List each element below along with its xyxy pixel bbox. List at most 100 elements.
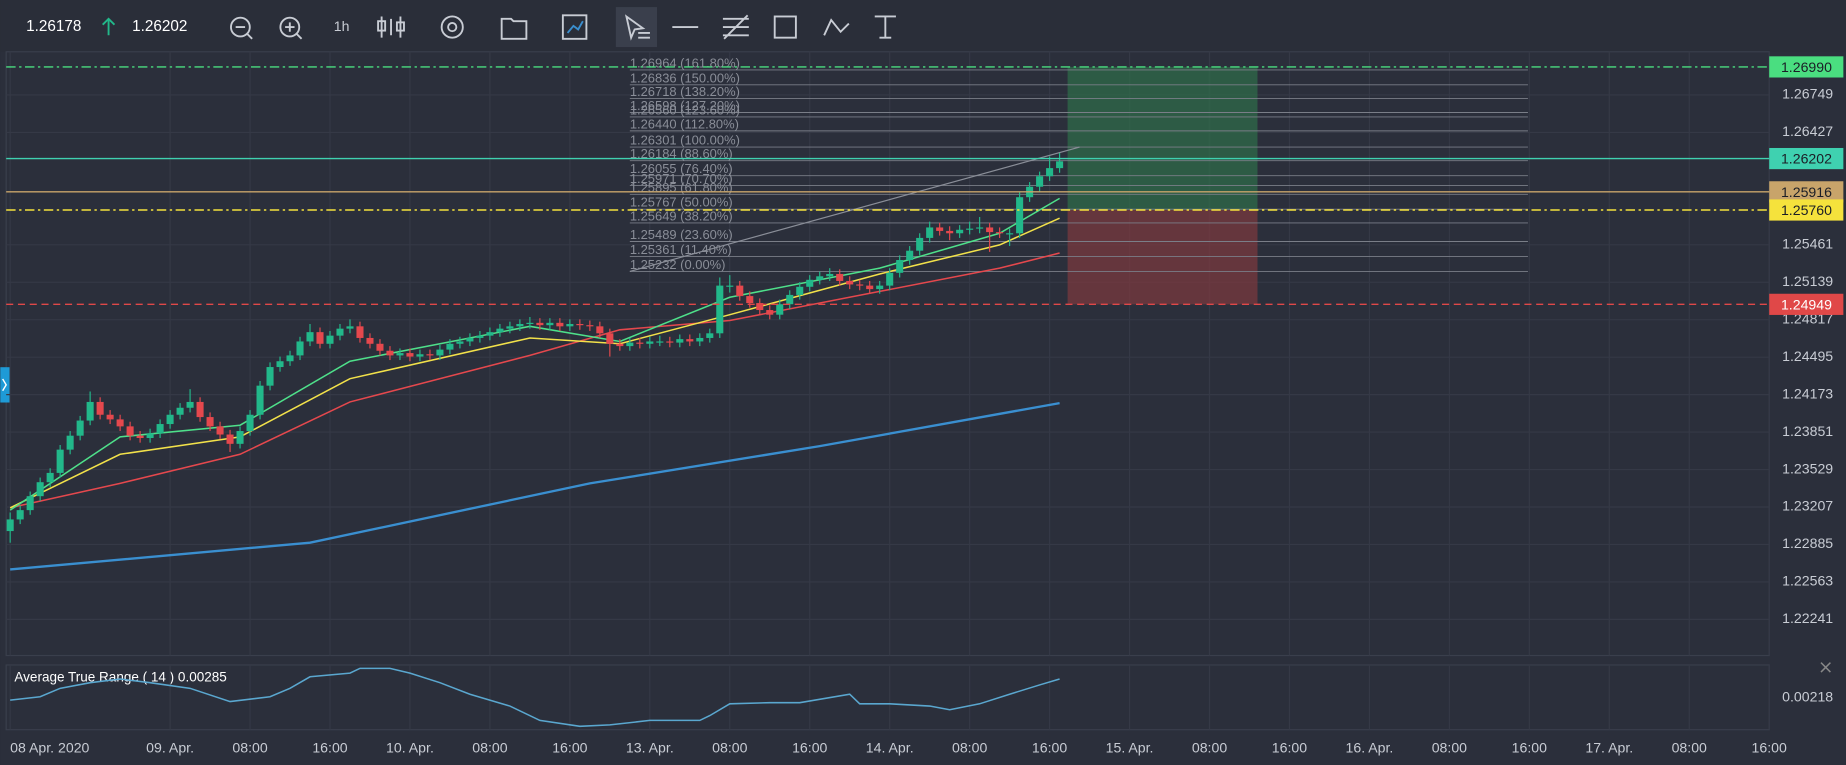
candle-body — [466, 337, 474, 342]
candle-body — [146, 433, 154, 439]
candle-body — [36, 482, 44, 497]
moving-average — [9, 197, 1060, 511]
fib-label: 1.26560 (123.60%) — [630, 102, 740, 117]
candle-body — [246, 414, 254, 432]
candle-body — [1036, 176, 1044, 187]
candle-body — [236, 431, 244, 444]
candle-body — [956, 229, 964, 234]
candle-body — [536, 322, 544, 326]
candle-body — [916, 237, 924, 251]
candle-body — [366, 337, 374, 344]
settings[interactable] — [440, 15, 464, 39]
fib-label: 1.25971 (70.70%) — [630, 171, 733, 186]
candle-body — [996, 232, 1004, 234]
side-panel-toggle[interactable] — [0, 367, 10, 403]
candle-body — [56, 449, 64, 473]
x-tick-label: 08 Apr. 2020 — [10, 739, 89, 755]
fib-label: 1.26598 (127.20%) — [630, 98, 740, 113]
zoom-out[interactable] — [230, 16, 253, 40]
candle-body — [826, 273, 834, 277]
moving-average — [9, 217, 1060, 509]
text-tool[interactable] — [874, 15, 896, 39]
candle-body — [106, 414, 114, 420]
candle-body — [726, 285, 734, 287]
candle-body — [476, 335, 484, 338]
x-tick-label: 16:00 — [312, 739, 347, 755]
candle-body — [806, 279, 814, 287]
candle-body — [1056, 161, 1064, 169]
fib-label: 1.26836 (150.00%) — [630, 70, 740, 85]
rectangle-tool[interactable] — [773, 15, 797, 39]
y-tick-label: 1.24173 — [1782, 385, 1833, 401]
price-tag — [1769, 147, 1844, 170]
y-tick-label: 1.26749 — [1782, 86, 1833, 102]
close-indicator[interactable] — [1820, 662, 1831, 673]
candle-body — [1046, 168, 1054, 177]
x-tick-label: 16:00 — [1512, 739, 1547, 755]
cursor-tool[interactable] — [624, 14, 650, 41]
candle-body — [436, 349, 444, 356]
candle-body — [906, 250, 914, 261]
candle-body — [456, 341, 464, 344]
candle-body — [116, 419, 124, 427]
candle-body — [186, 401, 194, 408]
candle-body — [796, 286, 804, 295]
candle-body — [716, 285, 724, 334]
x-tick-label: 08:00 — [1432, 739, 1467, 755]
price-tag — [1769, 56, 1844, 78]
moving-average — [10, 252, 1060, 509]
indicator-line — [10, 667, 1060, 728]
candle-body — [66, 435, 74, 450]
candle-body — [406, 353, 414, 357]
candle-body — [876, 285, 884, 290]
candle-body — [606, 333, 614, 344]
candle-body — [336, 328, 344, 336]
indicators[interactable] — [561, 14, 588, 40]
x-tick-label: 16:00 — [1752, 739, 1787, 755]
x-tick-label: 09. Apr. — [146, 739, 194, 755]
templates[interactable] — [500, 17, 528, 40]
fib-label: 1.26964 (161.80%) — [630, 55, 740, 70]
candle-body — [656, 341, 664, 343]
candle-body — [836, 273, 844, 281]
fib-label: 1.25649 (38.20%) — [630, 208, 733, 223]
candle-body — [776, 304, 784, 315]
timeframe[interactable]: 1h — [334, 18, 350, 34]
loss-zone — [1067, 209, 1258, 305]
candle-body — [866, 285, 874, 290]
fib-label: 1.26440 (112.80%) — [630, 116, 739, 131]
price-tag-label: 1.24949 — [1781, 296, 1832, 312]
bid-price: 1.26178 — [26, 18, 81, 35]
y-tick-label: 0.00218 — [1782, 689, 1833, 705]
curve-tool[interactable] — [823, 18, 850, 36]
candle-body — [706, 333, 714, 338]
candle-body — [306, 332, 314, 342]
candle-body — [46, 472, 54, 483]
ask-price: 1.26202 — [132, 18, 187, 35]
candle-body — [526, 322, 534, 325]
chart-type[interactable] — [377, 16, 405, 38]
candle-body — [756, 303, 764, 311]
fib-tool[interactable] — [722, 14, 749, 40]
candle-body — [576, 324, 584, 326]
active-tool-bg — [615, 7, 658, 48]
candle-body — [396, 353, 404, 356]
x-tick-label: 08:00 — [472, 739, 507, 755]
y-tick-label: 1.25461 — [1782, 236, 1833, 252]
x-tick-label: 08:00 — [1672, 739, 1707, 755]
candle-body — [376, 343, 384, 351]
candle-body — [26, 496, 34, 511]
candle-body — [356, 326, 364, 338]
price-tag-label: 1.25760 — [1781, 202, 1832, 218]
candle-body — [966, 228, 974, 230]
candle-body — [446, 343, 454, 350]
toolbar — [0, 0, 1846, 52]
zoom-in[interactable] — [279, 16, 303, 40]
x-tick-label: 16:00 — [792, 739, 827, 755]
candle-body — [946, 230, 954, 234]
candle-body — [986, 227, 994, 233]
candle-body — [326, 335, 334, 344]
candle-body — [166, 414, 174, 425]
